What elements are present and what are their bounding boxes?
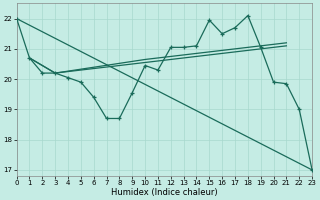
X-axis label: Humidex (Indice chaleur): Humidex (Indice chaleur) [111, 188, 218, 197]
